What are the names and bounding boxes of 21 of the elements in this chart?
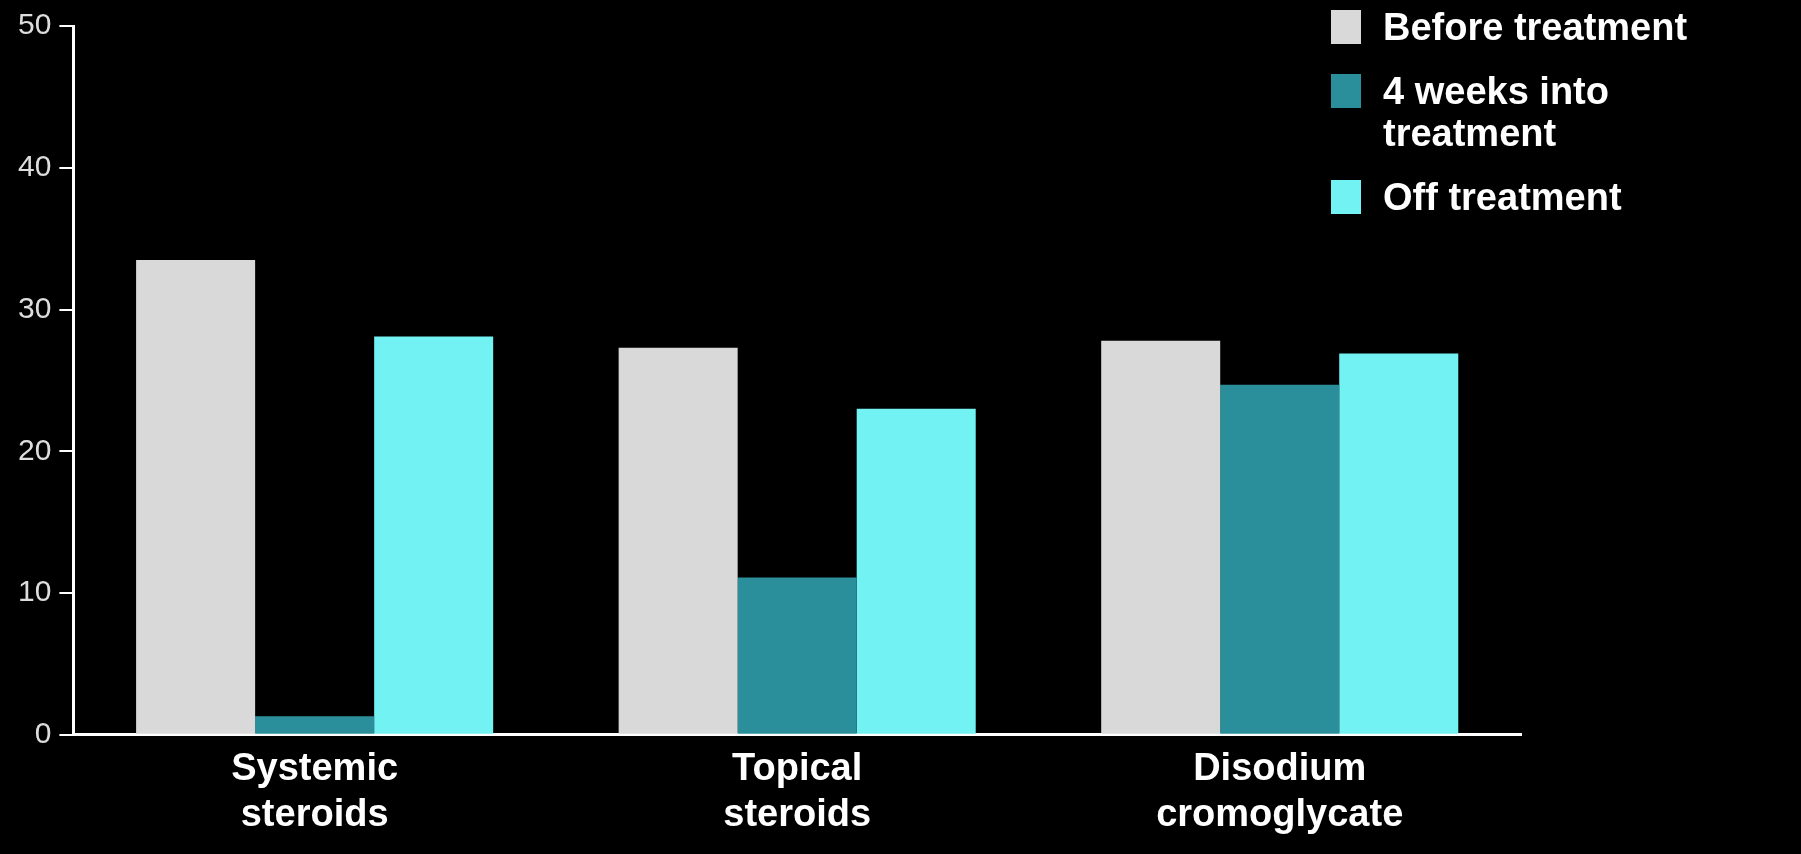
legend-label: Off treatment [1383, 176, 1622, 218]
legend-label: 4 weeks into treatment [1383, 70, 1610, 154]
bar [856, 408, 976, 734]
y-tick-label: 30 [17, 290, 52, 324]
bar [737, 577, 857, 734]
bar [1101, 340, 1221, 734]
legend-label: Before treatment [1383, 6, 1688, 48]
y-tick-label: 0 [34, 716, 52, 750]
x-tick-label: Systemic steroids [231, 746, 399, 834]
x-tick-label: Disodium cromoglycate [1156, 746, 1404, 834]
bar [618, 347, 738, 734]
bar [136, 259, 256, 734]
y-tick-label: 40 [17, 149, 52, 183]
bar [1220, 384, 1340, 734]
y-tick-label: 50 [17, 7, 52, 41]
bar [255, 716, 375, 734]
y-tick-label: 20 [17, 432, 52, 466]
bar [374, 336, 494, 734]
x-tick-label: Topical steroids [723, 746, 872, 834]
bar [1339, 353, 1459, 734]
y-tick-label: 10 [17, 574, 52, 608]
